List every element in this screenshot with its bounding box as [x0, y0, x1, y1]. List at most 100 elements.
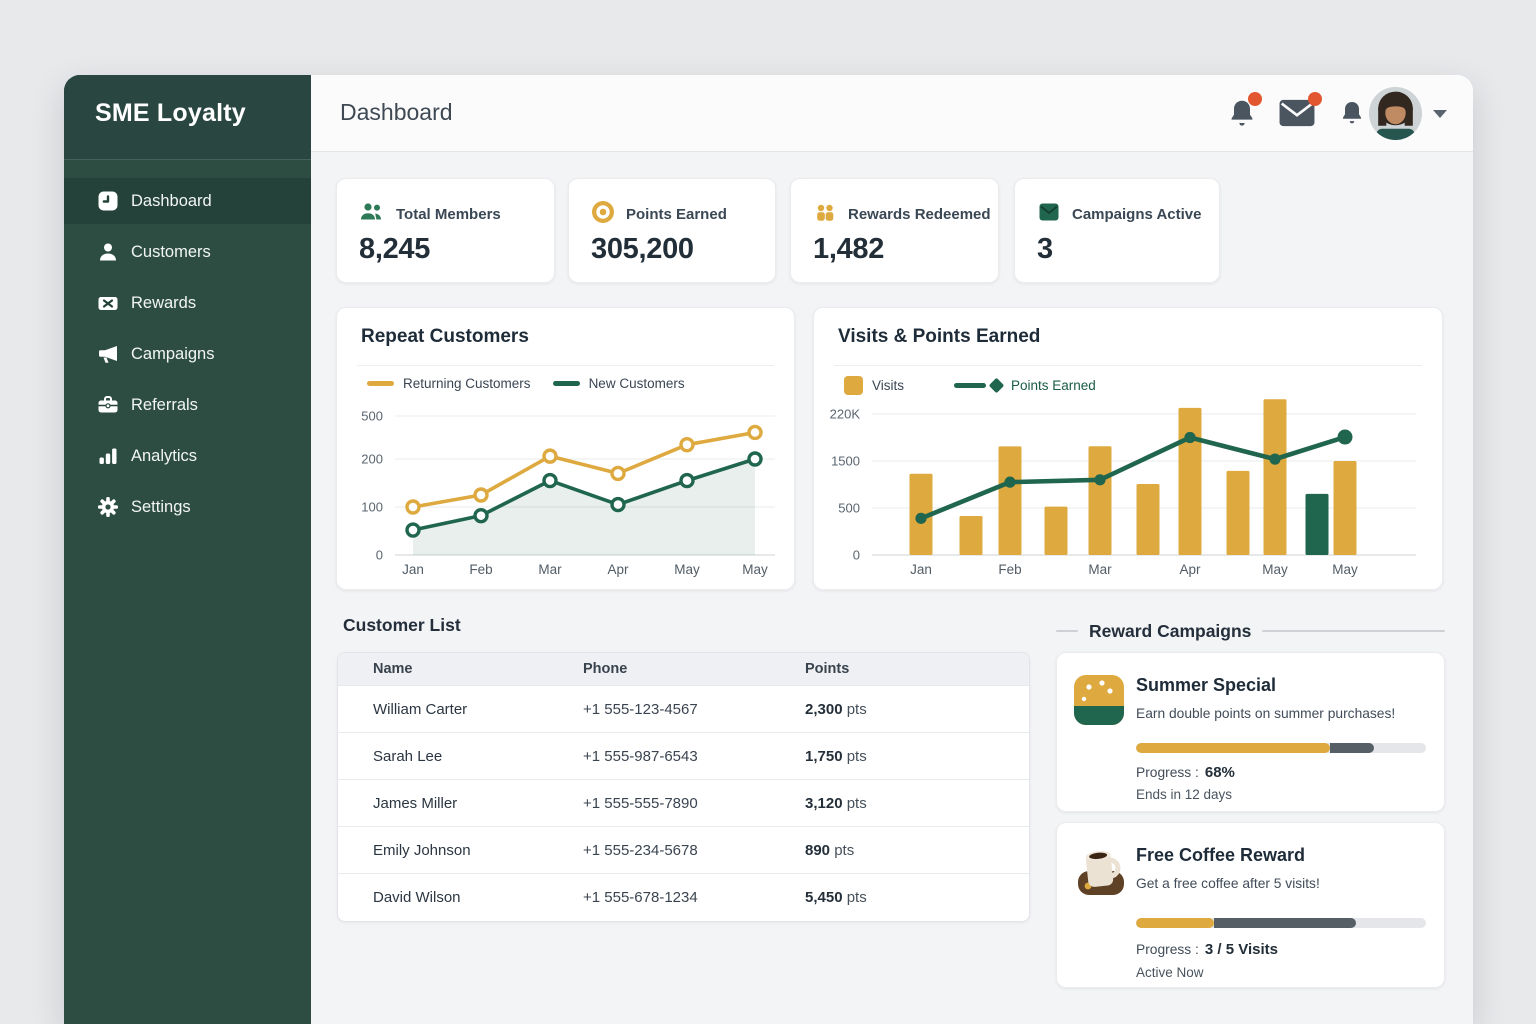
chart-legend: Visits Points Earned [844, 376, 1096, 395]
x-tick-label: May [674, 562, 700, 577]
sidebar-nav: Dashboard Customers Rewards Campaigns [64, 178, 311, 535]
progress-gold-segment [1136, 743, 1331, 753]
table-row[interactable]: James Miller +1 555-555-7890 3,120 pts [338, 779, 1029, 827]
data-point [679, 472, 695, 489]
x-tick-label: May [742, 562, 768, 577]
divider [1056, 630, 1078, 632]
reward-campaigns-title: Reward Campaigns [1089, 620, 1252, 641]
customer-phone: +1 555-678-1234 [583, 873, 805, 921]
campaign-card-summer-special: Summer Special Earn double points on sum… [1056, 652, 1445, 812]
progress-bar [1136, 918, 1426, 928]
sidebar-item-label: Dashboard [131, 191, 212, 210]
data-point [610, 496, 626, 513]
briefcase-icon [95, 392, 121, 418]
line-series [411, 430, 757, 509]
customer-phone: +1 555-234-5678 [583, 826, 805, 874]
gear-icon [95, 494, 121, 520]
bell-icon[interactable] [1337, 97, 1369, 129]
chevron-down-icon[interactable] [1433, 110, 1447, 118]
people-icon [813, 200, 837, 229]
customer-name: David Wilson [338, 873, 583, 921]
customer-name: Emily Johnson [338, 826, 583, 874]
area-fill [413, 459, 755, 555]
notification-bell-icon[interactable] [1226, 92, 1262, 129]
bar [998, 446, 1022, 555]
table-row[interactable]: William Carter +1 555-123-4567 2,300 pts [338, 685, 1029, 733]
customer-points: 5,450 pts [805, 873, 1029, 921]
repeat-customers-chart-card: Repeat Customers Returning Customers New … [336, 307, 795, 590]
stat-card-total-members: Total Members 8,245 [336, 178, 555, 283]
sidebar-item-rewards[interactable]: Rewards [64, 280, 311, 326]
sidebar-item-customers[interactable]: Customers [64, 229, 311, 275]
data-point [610, 465, 626, 482]
y-tick-label: 1500 [831, 454, 860, 469]
x-tick-label: Jan [402, 562, 424, 577]
data-point [405, 522, 421, 538]
stat-card-points-earned: Points Earned 305,200 [568, 178, 776, 283]
bar [1044, 506, 1068, 555]
campaign-description: Get a free coffee after 5 visits! [1136, 876, 1320, 891]
bar [1088, 446, 1112, 555]
table-row[interactable]: Emily Johnson +1 555-234-5678 890 pts [338, 826, 1029, 874]
bar [959, 515, 983, 555]
y-tick-label: 0 [376, 548, 383, 563]
bar [1263, 399, 1287, 555]
legend-item: Visits [844, 376, 904, 395]
sidebar-item-dashboard[interactable]: Dashboard [64, 178, 311, 224]
ticket-icon [95, 290, 121, 316]
top-bar: Dashboard [311, 75, 1473, 152]
customer-table: Name Phone Points William Carter +1 555-… [337, 652, 1030, 922]
table-row[interactable]: David Wilson +1 555-678-1234 5,450 pts [338, 873, 1029, 921]
x-tick-label: May [1332, 562, 1358, 577]
progress-dark-segment [1214, 918, 1357, 928]
table-row[interactable]: Sarah Lee +1 555-987-6543 1,750 pts [338, 732, 1029, 780]
x-tick-label: Apr [1179, 562, 1201, 577]
bar [1305, 493, 1329, 555]
sidebar: SME Loyalty Dashboard Customers Rewards [64, 75, 311, 1024]
coffee-icon [1074, 845, 1130, 908]
bar-chart-icon [95, 443, 121, 469]
brand-title: SME Loyalty [95, 99, 246, 127]
data-point [1004, 476, 1016, 488]
bar [1226, 470, 1250, 555]
progress-value: 68% [1204, 764, 1235, 781]
line-series [918, 434, 1348, 521]
progress-row: Progress :68% [1136, 764, 1235, 781]
x-tick-label: Feb [998, 562, 1021, 577]
x-tick-label: May [1262, 562, 1288, 577]
chart-legend: Returning Customers New Customers [367, 376, 685, 391]
visits-points-chart-card: Visits & Points Earned Visits Points Earn… [813, 307, 1443, 590]
mail-badge [1308, 92, 1322, 106]
customer-name: Sarah Lee [338, 732, 583, 780]
customer-name: William Carter [338, 685, 583, 733]
line-chart: 0 100 200 500 Jan Feb Mar Apr May May [361, 409, 775, 577]
campaign-title: Summer Special [1136, 675, 1277, 695]
bar [1178, 407, 1202, 555]
sidebar-item-settings[interactable]: Settings [64, 484, 311, 530]
sidebar-item-campaigns[interactable]: Campaigns [64, 331, 311, 377]
y-tick-label: 500 [838, 501, 860, 516]
people-icon [359, 200, 385, 229]
stat-label: Campaigns Active [1072, 206, 1202, 223]
bar [1136, 484, 1160, 555]
dashboard-icon [95, 188, 121, 214]
coin-icon [591, 200, 615, 229]
campaign-meta: Ends in 12 days [1136, 787, 1233, 802]
page-title: Dashboard [340, 99, 453, 125]
column-header-name: Name [338, 653, 583, 686]
stat-card-rewards-redeemed: Rewards Redeemed 1,482 [790, 178, 999, 283]
user-avatar[interactable] [1369, 87, 1422, 140]
mail-icon[interactable] [1278, 92, 1322, 129]
campaign-card-free-coffee: Free Coffee Reward Get a free coffee aft… [1056, 822, 1445, 988]
sidebar-item-label: Campaigns [131, 344, 215, 363]
sidebar-item-referrals[interactable]: Referrals [64, 382, 311, 428]
data-point [747, 424, 763, 441]
person-icon [95, 239, 121, 265]
data-point [405, 499, 421, 515]
customer-phone: +1 555-987-6543 [583, 732, 805, 780]
sidebar-item-label: Customers [131, 242, 211, 261]
stat-label: Points Earned [626, 206, 727, 223]
progress-dark-segment [1330, 743, 1374, 753]
progress-row: Progress :3 / 5 Visits [1136, 941, 1278, 958]
sidebar-item-analytics[interactable]: Analytics [64, 433, 311, 479]
